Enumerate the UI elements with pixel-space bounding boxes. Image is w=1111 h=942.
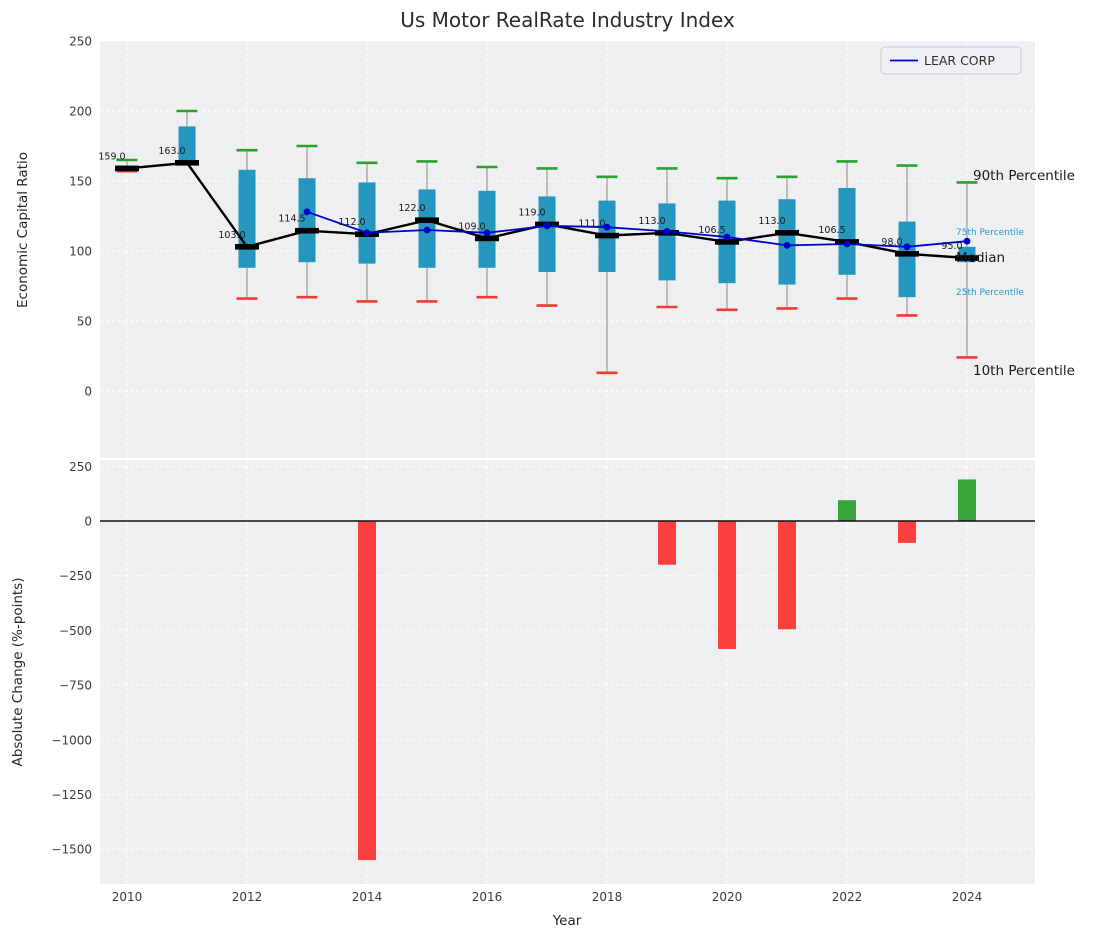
y-tick-label: −750 [59,679,92,693]
median-marker [955,255,979,261]
iqr-box [778,199,796,285]
top-y-axis-label: Economic Capital Ratio [15,152,31,308]
lear-point [723,233,731,241]
bottom-panel [100,479,1035,861]
x-tick-label: 2024 [952,890,983,904]
legend-box [880,46,1022,75]
chart-title: Us Motor RealRate Industry Index [400,8,735,32]
median-value-label: 98.0 [881,237,902,248]
lear-point [483,229,491,237]
x-tick-label: 2018 [592,890,623,904]
median-value-label: 113.0 [638,216,665,227]
annotation-10th-percentile: 10th Percentile [973,363,1075,379]
x-tick-label: 2016 [472,890,503,904]
change-bar-negative [658,521,676,565]
median-marker [595,232,619,239]
median-value-label: 159.0 [98,151,125,162]
y-tick-label: −1500 [51,843,92,857]
median-marker [895,251,919,257]
median-value-label: 106.5 [698,225,725,236]
iqr-box [298,178,316,263]
y-tick-label: 250 [69,35,92,49]
change-bar-negative [778,521,796,630]
change-bar-positive [958,479,976,521]
lear-point [423,226,431,234]
x-tick-label: 2022 [832,890,863,904]
iqr-box [478,190,496,268]
median-value-label: 122.0 [398,203,425,214]
annotation-75th-percentile: 75th Percentile [956,228,1024,238]
median-value-label: 163.0 [158,146,185,157]
lear-line [306,210,968,248]
legend-label: LEAR CORP [924,53,995,68]
bottom-panel-bg [100,460,1035,884]
median-marker [715,239,739,245]
lear-point [903,243,911,251]
lear-point [783,242,791,249]
x-tick-label: 2020 [712,890,743,904]
legend: LEAR CORP [880,46,1022,75]
lear-point [363,229,371,237]
iqr-box [178,126,196,160]
change-bar-negative [898,521,916,543]
iqr-box [838,188,856,275]
annotation-median: Median [956,250,1005,266]
y-tick-label: 250 [69,460,92,474]
y-tick-label: 50 [77,315,92,329]
median-marker [175,160,199,166]
median-value-label: 114.5 [278,214,305,225]
median-value-label: 119.0 [518,207,545,218]
median-value-label: 111.0 [578,219,605,230]
median-value-label: 106.5 [818,225,845,236]
y-tick-label: −500 [59,624,92,638]
median-marker [235,244,259,250]
median-value-label: 109.0 [458,221,485,232]
median-marker [115,165,139,172]
change-bar-negative [718,521,736,649]
iqr-box [358,182,376,264]
iqr-box [898,221,916,298]
lear-point [603,223,611,231]
bottom-y-axis-label: Absolute Change (%-points) [10,578,26,767]
x-tick-label: 2010 [112,890,143,904]
x-axis-label: Year [552,913,582,929]
top-panel: 159.0 163.0 103.0 114.5 112.0 122.0 109.0 119.0… [98,109,979,375]
lear-point [963,237,971,245]
lear-point [663,228,671,235]
change-bar-positive [838,500,856,521]
annotation-25th-percentile: 25th Percentile [956,288,1024,298]
median-marker [295,227,319,234]
y-tick-label: −1000 [51,733,92,747]
median-value-label: 95.0 [941,241,962,252]
x-tick-label: 2012 [232,890,263,904]
y-tick-label: −250 [59,569,92,583]
lear-point [543,222,551,230]
iqr-box [658,203,676,281]
median-value-label: 113.0 [758,216,785,227]
median-marker [775,230,799,236]
iqr-box [538,196,556,272]
annotation-90th-percentile: 90th Percentile [973,168,1075,184]
change-bar-negative [358,521,376,861]
x-tick-label: 2014 [352,890,383,904]
y-tick-label: 200 [69,105,92,119]
lear-point [843,240,851,248]
lear-point [303,208,311,216]
y-tick-label: −1250 [51,788,92,802]
y-tick-label: 150 [69,175,92,189]
y-tick-label: 100 [69,245,92,259]
y-tick-label: 0 [84,385,92,399]
median-value-label: 103.0 [218,230,245,241]
median-value-label: 112.0 [338,217,365,228]
median-marker [475,235,499,242]
iqr-box [238,169,256,268]
y-tick-label: 0 [84,515,92,529]
median-marker [415,217,439,223]
